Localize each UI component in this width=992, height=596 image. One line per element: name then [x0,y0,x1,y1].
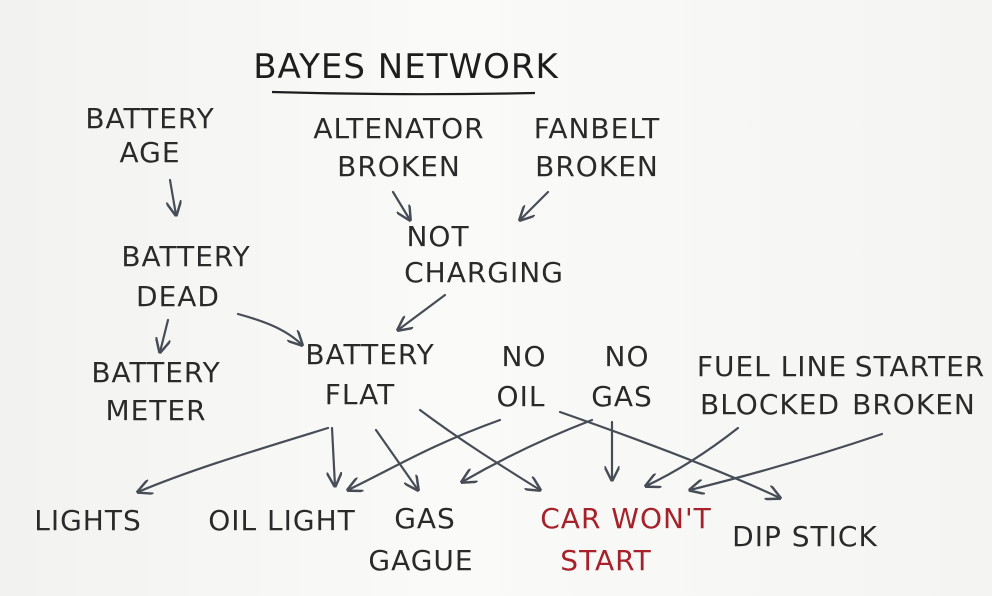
node-fanbelt-broken-line-1: FANBELT [534,112,660,145]
node-gas-gauge-line-2: GAGUE [368,544,473,577]
node-not-charging-line-1: NOT [406,220,469,253]
edge-nooil-to-oillight [348,418,502,490]
edge-age-to-dead [170,178,176,215]
edge-nogas-to-gasgauge [462,418,594,482]
node-dip-stick: DIP STICK [732,520,878,553]
edge-dead-to-meter [160,318,168,352]
node-battery-meter-line-1: BATTERY [91,356,220,389]
node-battery-dead: BATTERY DEAD [121,240,250,313]
node-no-oil-line-1: NO [502,340,547,373]
edge-alternator-to-notcharging [391,190,410,220]
node-car-wont-start-line-1: CAR WON'T [540,502,712,535]
edge-dead-to-flat [236,312,302,345]
node-oil-light: OIL LIGHT [208,504,356,537]
node-battery-meter: BATTERY METER [91,356,220,427]
node-battery-dead-line-1: BATTERY [121,240,250,273]
node-no-gas-line-1: NO [605,340,650,373]
node-alternator-broken: ALTENATOR BROKEN [313,112,484,183]
node-fuel-line-blocked-line-1: FUEL LINE [697,350,847,383]
edge-notcharging-to-flat [398,293,447,330]
node-starter-broken-line-1: STARTER [855,350,986,383]
node-car-wont-start: CAR WON'T START [540,502,712,577]
node-gas-gauge-line-1: GAS [394,502,456,535]
edge-fuelline-to-carwontstart [646,426,740,486]
node-starter-broken-line-2: BROKEN [852,388,976,421]
edge-flat-to-oillight [332,426,335,486]
edges [138,178,884,498]
node-alternator-broken-line-1: ALTENATOR [313,112,484,145]
node-fanbelt-broken: FANBELT BROKEN [534,112,660,183]
edge-flat-to-gasgauge [374,428,418,490]
node-no-oil-line-2: OIL [497,380,546,413]
node-battery-dead-line-2: DEAD [136,280,220,313]
node-gas-gauge: GAS GAGUE [368,502,473,577]
edge-flat-to-lights [138,426,330,492]
edge-flat-to-carwontstart [418,408,540,490]
node-no-oil: NO OIL [497,340,547,413]
node-lights-line-1: LIGHTS [34,504,142,537]
node-starter-broken: STARTER BROKEN [852,350,986,421]
edge-starter-to-carwontstart [690,432,884,490]
node-battery-meter-line-2: METER [105,394,206,427]
node-battery-age-line-1: BATTERY [85,102,214,135]
node-battery-flat: BATTERY FLAT [305,338,434,411]
node-battery-age: BATTERY AGE [85,102,214,169]
node-dip-stick-line-1: DIP STICK [732,520,878,553]
node-no-gas: NO GAS [591,340,653,413]
node-oil-light-line-1: OIL LIGHT [208,504,356,537]
node-battery-flat-line-2: FLAT [325,378,395,411]
node-car-wont-start-line-2: START [560,544,651,577]
edge-fanbelt-to-notcharging [520,190,550,220]
node-lights: LIGHTS [34,504,142,537]
node-alternator-broken-line-2: BROKEN [337,150,461,183]
node-no-gas-line-2: GAS [591,380,653,413]
node-fuel-line-blocked-line-2: BLOCKED [700,388,840,421]
edge-nooil-to-dipstick [558,410,780,498]
node-not-charging-line-2: CHARGING [404,256,564,289]
title-underline [271,90,536,96]
diagram-title: BAYES NETWORK [253,47,559,87]
node-battery-flat-line-1: BATTERY [305,338,434,371]
node-not-charging: NOT CHARGING [404,220,564,289]
node-fanbelt-broken-line-2: BROKEN [535,150,659,183]
node-fuel-line-blocked: FUEL LINE BLOCKED [697,350,847,421]
node-battery-age-line-2: AGE [119,136,180,169]
